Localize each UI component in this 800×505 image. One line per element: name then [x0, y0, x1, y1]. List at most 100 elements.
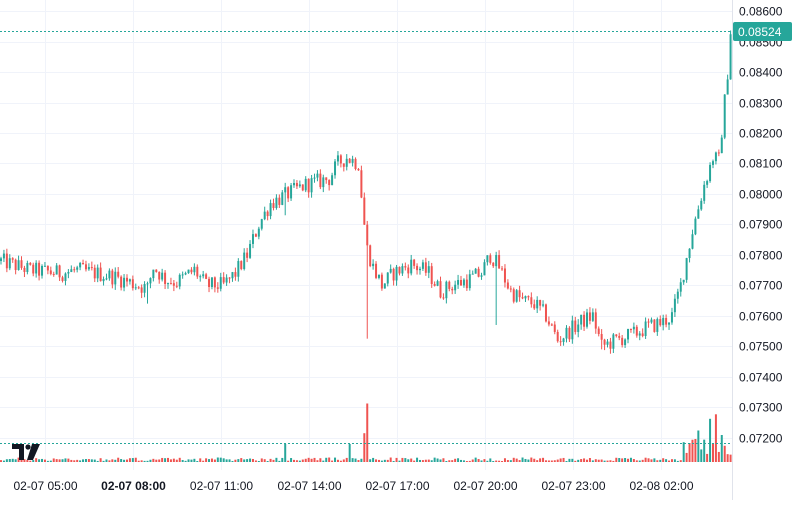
- volume-bar: [688, 443, 691, 462]
- volume-bar: [26, 459, 29, 462]
- candle-body: [58, 265, 61, 278]
- volume-bar: [304, 458, 307, 462]
- volume-bar: [726, 454, 729, 462]
- candle-body: [251, 234, 254, 244]
- volume-bar: [383, 459, 386, 462]
- price-axis[interactable]: 0.07200 0.07300 0.07400 0.07500 0.07600 0.077…: [739, 5, 783, 446]
- volume-bar: [32, 460, 35, 462]
- candle-body: [304, 178, 307, 191]
- candle-body: [457, 279, 460, 285]
- candle-body: [351, 158, 354, 163]
- candle-body: [448, 281, 451, 289]
- candle-body: [544, 304, 547, 322]
- volume-bar: [635, 460, 638, 462]
- y-tick-label: 0.07200: [739, 432, 783, 446]
- volume-bar: [586, 459, 588, 462]
- volume-bar: [621, 458, 624, 462]
- volume-bar: [184, 460, 187, 462]
- time-axis[interactable]: 02-07 05:00 02-07 08:00 02-07 11:00 02-07 1…: [13, 479, 693, 493]
- volume-bar: [269, 458, 272, 462]
- volume-bar: [644, 457, 647, 462]
- candle-body: [99, 267, 102, 282]
- volume-bar: [375, 459, 378, 462]
- candle-body: [556, 331, 559, 342]
- volume-bar: [11, 458, 14, 462]
- candle-body: [84, 264, 87, 270]
- candle-body: [234, 272, 237, 277]
- candle-body: [275, 197, 278, 209]
- candle-body: [158, 271, 161, 280]
- candle-body: [474, 268, 477, 274]
- volume-bar: [266, 461, 269, 462]
- volume-bar: [196, 461, 199, 462]
- volume-bar: [210, 458, 213, 462]
- volume-bar: [310, 458, 313, 462]
- candle-body: [612, 334, 615, 349]
- candle-body: [668, 322, 671, 325]
- candle-body: [137, 287, 140, 289]
- volume-bar: [143, 460, 146, 462]
- candle-body: [413, 259, 416, 266]
- candle-body: [290, 185, 293, 199]
- volume-bar: [29, 460, 32, 462]
- candle-body: [486, 255, 489, 263]
- volume-bar: [577, 459, 580, 462]
- candle-body: [254, 234, 257, 237]
- volume-bar: [260, 458, 263, 462]
- volume-bar: [61, 459, 64, 462]
- volume-bar: [471, 459, 474, 462]
- volume-bar: [506, 460, 509, 462]
- x-tick-label: 02-07 08:00: [101, 479, 166, 493]
- volume-bar: [430, 460, 433, 462]
- candle-body: [594, 312, 597, 329]
- candle-body: [700, 200, 703, 210]
- volume-bar: [102, 460, 105, 462]
- volume-bar: [509, 460, 512, 462]
- candle-body: [105, 278, 108, 280]
- volume-bar: [460, 459, 463, 462]
- volume-bar: [465, 461, 468, 462]
- volume-bar: [609, 460, 612, 462]
- volume-bar: [137, 460, 140, 462]
- candle-body: [357, 168, 360, 171]
- volume-bar: [152, 458, 155, 462]
- candle-body: [8, 258, 11, 269]
- volume-bar: [96, 460, 99, 462]
- candle-body: [562, 338, 565, 342]
- candle-body: [363, 197, 366, 225]
- y-tick-label: 0.07400: [739, 371, 783, 385]
- y-tick-label: 0.07300: [739, 401, 783, 415]
- candle-body: [5, 253, 8, 269]
- candle-body: [380, 274, 383, 289]
- volume-bar: [334, 457, 337, 462]
- volume-bar: [181, 460, 184, 462]
- volume-bar: [219, 457, 222, 462]
- volume-bar: [149, 459, 152, 462]
- tradingview-logo[interactable]: [12, 444, 40, 460]
- candle-body: [360, 170, 363, 198]
- candle-body: [23, 267, 26, 272]
- volume-bar: [650, 459, 653, 462]
- candle-body: [629, 329, 632, 331]
- volume-bar: [249, 458, 252, 462]
- candle-body: [462, 279, 465, 286]
- candle-body: [216, 287, 219, 289]
- y-tick-label: 0.08400: [739, 66, 783, 80]
- volume-bar: [588, 458, 591, 462]
- volume-bar: [377, 459, 380, 462]
- volume-bar: [111, 459, 114, 462]
- candle-body: [82, 263, 85, 265]
- candle-body: [307, 178, 310, 193]
- candle-body: [73, 269, 76, 271]
- candle-body: [111, 270, 114, 285]
- candle-body: [410, 259, 413, 274]
- candle-body: [313, 177, 316, 179]
- candle-body: [442, 297, 445, 299]
- volume-bar: [140, 460, 143, 462]
- candle-body: [565, 327, 568, 339]
- volume-bar: [331, 460, 334, 462]
- candle-body: [169, 283, 172, 285]
- volume-bar: [187, 459, 190, 462]
